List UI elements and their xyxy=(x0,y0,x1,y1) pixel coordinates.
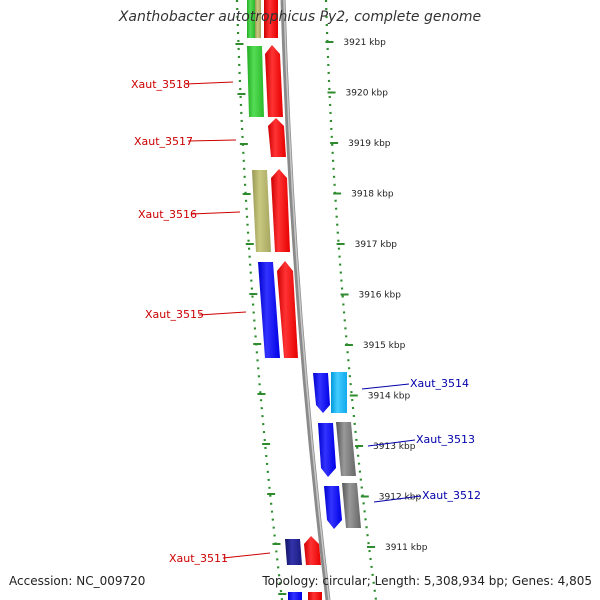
ruler-major-ticks xyxy=(235,41,376,595)
ruler-label: 3918 kbp xyxy=(351,190,394,200)
ruler-label: 3912 kbp xyxy=(379,493,422,503)
gene-block[interactable] xyxy=(342,483,361,528)
gene-block[interactable] xyxy=(331,372,347,413)
gene-label[interactable]: Xaut_3512 xyxy=(422,489,481,502)
accession-text: Accession: NC_009720 xyxy=(9,574,146,588)
gene-block[interactable] xyxy=(268,118,286,157)
ruler-label: 3920 kbp xyxy=(346,89,389,99)
gene-block[interactable] xyxy=(252,170,271,252)
ruler-label: 3914 kbp xyxy=(368,392,411,402)
gene-block[interactable] xyxy=(285,539,302,565)
ruler-label: 3911 kbp xyxy=(385,543,428,553)
gene-label[interactable]: Xaut_3513 xyxy=(416,433,475,446)
ruler-label: 3919 kbp xyxy=(348,139,391,149)
ruler-label: 3921 kbp xyxy=(343,38,386,48)
gene-block[interactable] xyxy=(318,423,336,477)
ruler-label: 3917 kbp xyxy=(355,240,398,250)
gene-block[interactable] xyxy=(265,45,283,117)
gene-block[interactable] xyxy=(271,169,290,252)
genome-backbone-highlight xyxy=(283,0,330,600)
gene-block[interactable] xyxy=(336,422,356,476)
map-title: Xanthobacter autotrophicus Py2, complete… xyxy=(118,9,482,25)
genome-backbone xyxy=(280,0,331,600)
gene-block[interactable] xyxy=(258,262,280,358)
label-leaders xyxy=(185,81,422,559)
gene-block[interactable] xyxy=(247,0,255,38)
gene-block[interactable] xyxy=(264,0,278,38)
gene-label[interactable]: Xaut_3518 xyxy=(131,78,190,91)
gene-block[interactable] xyxy=(313,373,330,413)
gene-label[interactable]: Xaut_3516 xyxy=(138,208,197,221)
ruler-label: 3916 kbp xyxy=(359,291,402,301)
gene-block[interactable] xyxy=(324,486,342,529)
gene-track xyxy=(247,0,361,600)
gene-label[interactable]: Xaut_3517 xyxy=(134,135,193,148)
topology-text: Topology: circular; Length: 5,308,934 bp… xyxy=(262,574,592,588)
ruler-label: 3913 kbp xyxy=(373,442,416,452)
gene-block[interactable] xyxy=(277,261,298,358)
ruler-label: 3915 kbp xyxy=(363,341,406,351)
gene-label[interactable]: Xaut_3515 xyxy=(145,308,204,321)
gene-block[interactable] xyxy=(255,0,261,38)
gene-block[interactable] xyxy=(304,536,321,565)
gene-block[interactable] xyxy=(247,46,264,117)
gene-block[interactable] xyxy=(308,592,322,600)
gene-label[interactable]: Xaut_3514 xyxy=(410,377,469,390)
gene-label[interactable]: Xaut_3511 xyxy=(169,552,228,565)
ruler-labels: 3921 kbp 3920 kbp 3919 kbp 3918 kbp 3917 kbp… xyxy=(343,38,427,553)
gene-block[interactable] xyxy=(288,592,302,600)
